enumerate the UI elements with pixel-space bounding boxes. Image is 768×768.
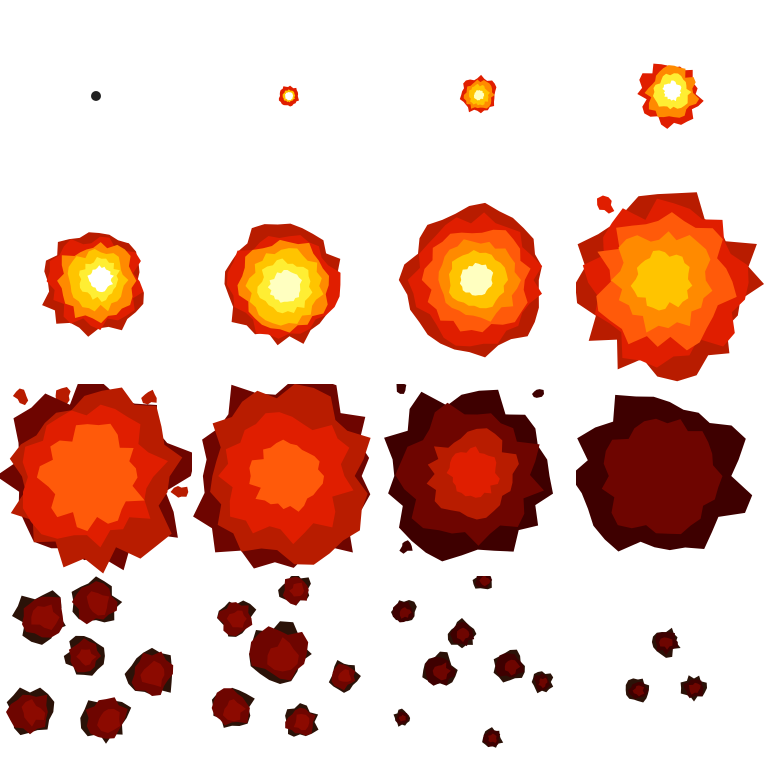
debris-chunk-2-core (86, 591, 110, 616)
explosion-frame-16-graphic (625, 627, 707, 703)
debris-chunk-1-core (659, 637, 673, 650)
debris-chunk-5-core (21, 699, 46, 727)
explosion-frame-03-graphic (459, 74, 497, 114)
explosion-frame-16 (576, 576, 768, 768)
explosion-frame-12-graphic (576, 394, 753, 552)
explosion-frame-11 (384, 384, 576, 576)
explosion-frame-06 (192, 192, 384, 384)
explosion-frame-08-graphic (576, 192, 764, 382)
explosion-frame-05 (0, 192, 192, 384)
ember-3 (399, 540, 413, 554)
ember-3 (141, 389, 157, 405)
debris-chunk-3-core (456, 627, 470, 643)
explosion-frame-10 (192, 384, 384, 576)
debris-chunk-3-core (688, 682, 701, 695)
debris-chunk-6-core (97, 708, 121, 733)
explosion-frame-11-graphic (384, 384, 553, 562)
debris-chunk-1-core (289, 582, 304, 597)
debris-chunk-5-core (222, 699, 246, 722)
debris-chunk-4-core (504, 659, 521, 676)
explosion-frame-01 (0, 0, 192, 192)
explosion-frame-09 (0, 384, 192, 576)
explosion-frame-07 (384, 192, 576, 384)
fireball-layer-6 (459, 262, 494, 296)
debris-chunk-4-core (338, 669, 352, 682)
spark-dot (91, 91, 101, 101)
flash-layer-4 (473, 90, 485, 101)
debris-chunk-5-core (432, 662, 451, 681)
ember-4 (170, 486, 189, 498)
explosion-frame-13 (0, 576, 192, 768)
explosion-frame-10-graphic (193, 384, 371, 569)
explosion-frame-14-graphic (211, 576, 361, 737)
cloud-layer-4 (36, 423, 145, 532)
fireball-layer-6 (267, 270, 302, 303)
explosion-frame-01-graphic (91, 91, 101, 101)
debris-chunk-2-core (399, 607, 412, 619)
explosion-frame-15-graphic (391, 576, 554, 748)
explosion-frame-14 (192, 576, 384, 768)
ember-2 (55, 387, 71, 405)
explosion-frame-13-graphic (6, 576, 174, 744)
debris-chunk-8-core (488, 733, 497, 743)
debris-chunk-6-core (293, 714, 310, 731)
ember-1 (12, 388, 29, 406)
explosion-frame-12 (576, 384, 768, 576)
explosion-frame-02 (192, 0, 384, 192)
debris-chunk-1-core (479, 576, 491, 587)
debris-chunk-2-core (226, 610, 247, 628)
explosion-frame-03 (384, 0, 576, 192)
fireball-layer-6 (87, 265, 114, 293)
smoke-layer-4 (446, 446, 500, 498)
explosion-frame-02-graphic (278, 85, 299, 107)
debris-chunk-7-core (398, 714, 406, 722)
explosion-frame-04-graphic (637, 63, 704, 129)
flash-layer-3 (285, 92, 294, 101)
flash-layer-4 (662, 80, 682, 102)
debris-chunk-4-core (140, 660, 165, 687)
debris-chunk-1-core (31, 604, 60, 630)
debris-chunk-3-core (76, 649, 97, 666)
fireball-layer-5 (630, 250, 693, 311)
explosion-frame-08 (576, 192, 768, 384)
debris-chunk-6-core (538, 677, 548, 689)
explosion-frame-15 (384, 576, 576, 768)
explosion-frame-09-graphic (0, 384, 192, 574)
ember-1 (396, 384, 407, 394)
explosion-frame-06-graphic (224, 223, 341, 346)
debris-chunk-3-core (267, 637, 299, 672)
ember (597, 195, 615, 214)
ember-2 (532, 389, 544, 398)
explosion-frame-04 (576, 0, 768, 192)
explosion-frame-05-graphic (42, 232, 144, 337)
debris-chunk-2-core (632, 685, 645, 697)
smoke-layer-2 (601, 418, 723, 535)
cloud-layer-4 (249, 439, 324, 512)
explosion-frame-07-graphic (398, 202, 543, 358)
